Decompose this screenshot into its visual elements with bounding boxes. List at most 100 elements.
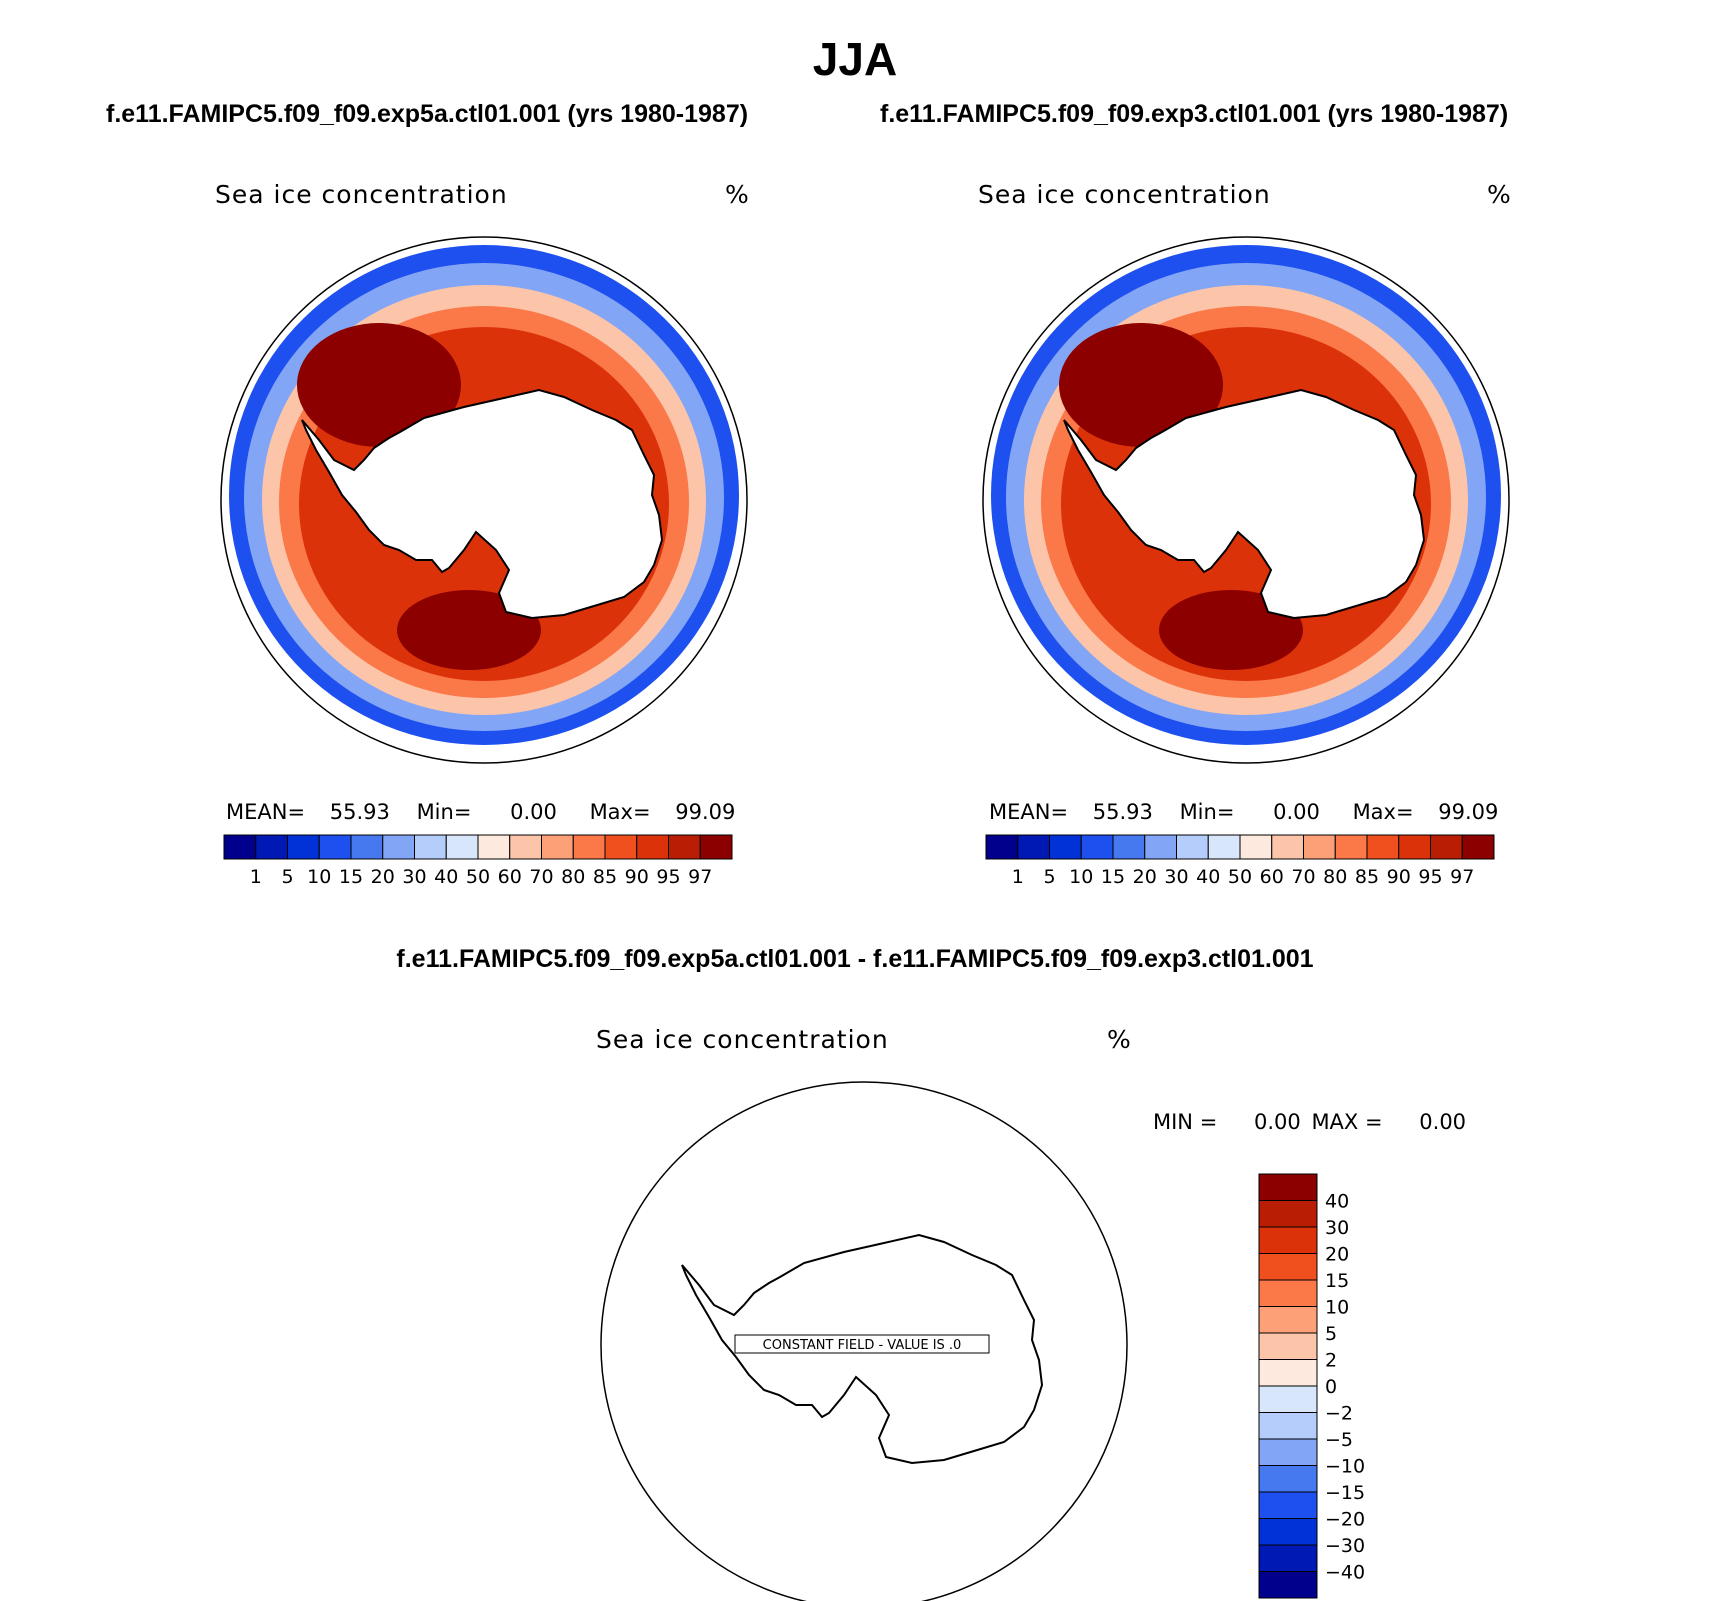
colorbar-swatch xyxy=(1334,834,1368,860)
stats-right: MEAN= 55.93 Min= 0.00 Max= 99.09 xyxy=(989,800,1498,824)
colorbar-swatch xyxy=(1017,834,1050,860)
min-value: 0.00 xyxy=(510,800,557,824)
colorbar-tick-label: 2 xyxy=(1325,1350,1337,1372)
colorbar-swatch xyxy=(382,834,415,860)
colorbar-tick-label: 90 xyxy=(1387,866,1411,888)
diff-min-value: 0.00 xyxy=(1253,1110,1301,1134)
colorbar-swatch xyxy=(509,834,542,860)
colorbar-swatch xyxy=(1258,1173,1318,1201)
colorbar-tick-label: 40 xyxy=(1325,1191,1349,1213)
colorbar-swatch xyxy=(1112,834,1146,860)
colorbar-swatch xyxy=(1461,834,1495,860)
colorbar-tick-label: 97 xyxy=(688,866,712,888)
colorbar-swatch xyxy=(1303,834,1336,860)
colorbar-tick-label: 70 xyxy=(529,866,553,888)
colorbar-tick-label: 40 xyxy=(434,866,458,888)
constant-field-label: CONSTANT FIELD - VALUE IS .0 xyxy=(763,1338,962,1353)
colorbar-tick-label: 5 xyxy=(1325,1323,1337,1345)
diff-min-label: MIN = xyxy=(1153,1110,1218,1134)
colorbar-swatch xyxy=(1271,834,1304,860)
colorbar-tick-label: 95 xyxy=(1418,866,1442,888)
colorbar-swatch xyxy=(541,834,574,860)
colorbar-swatch xyxy=(1258,1226,1318,1254)
colorbar-tick-label: −15 xyxy=(1325,1482,1365,1504)
colorbar-tick-label: 30 xyxy=(1164,866,1188,888)
colorbar-swatch xyxy=(1258,1544,1318,1572)
colorbar-tick-label: 50 xyxy=(466,866,490,888)
case-title-left: f.e11.FAMIPC5.f09_f09.exp5a.ctl01.001 (y… xyxy=(106,100,749,128)
colorbar-swatch xyxy=(1258,1332,1318,1360)
units-label-diff: % xyxy=(1107,1025,1132,1054)
colorbar-swatch xyxy=(604,834,638,860)
colorbar-swatch xyxy=(1258,1518,1318,1546)
colorbar-tick-label: 90 xyxy=(625,866,649,888)
colorbar-tick-label: 1 xyxy=(1012,866,1024,888)
colorbar-swatch xyxy=(636,834,669,860)
colorbar-tick-label: 97 xyxy=(1450,866,1474,888)
max-label: Max= xyxy=(589,800,651,824)
diff-max-label: MAX = xyxy=(1311,1110,1383,1134)
colorbar-swatch xyxy=(699,834,733,860)
constant-field-box xyxy=(734,1334,990,1354)
colorbar-tick-label: 80 xyxy=(1323,866,1347,888)
mean-label: MEAN= xyxy=(226,800,306,824)
map-diff: CONSTANT FIELD - VALUE IS .0 xyxy=(600,1081,1128,1601)
units-label-right: % xyxy=(1487,180,1512,209)
colorbar-tick-label: 5 xyxy=(1043,866,1055,888)
diff-minmax: MIN = 0.00 MAX = 0.00 xyxy=(1153,1110,1466,1134)
colorbar-swatch xyxy=(985,834,1019,860)
colorbar-tick-label: 15 xyxy=(1325,1270,1349,1292)
colorbar-swatch xyxy=(1258,1571,1318,1599)
units-label-left: % xyxy=(725,180,750,209)
diff-title: f.e11.FAMIPC5.f09_f09.exp5a.ctl01.001 - … xyxy=(396,945,1314,973)
colorbar-swatch xyxy=(1207,834,1241,860)
colorbar-tick-label: 80 xyxy=(561,866,585,888)
mean-value: 55.93 xyxy=(1092,800,1153,824)
colorbar-tick-label: 85 xyxy=(593,866,617,888)
max-value: 99.09 xyxy=(1438,800,1499,824)
colorbar-swatch xyxy=(1398,834,1431,860)
min-label: Min= xyxy=(1179,800,1235,824)
colorbar-swatch xyxy=(1430,834,1463,860)
colorbar-tick-label: −10 xyxy=(1325,1456,1365,1478)
colorbar-swatch xyxy=(287,834,320,860)
colorbar-swatch xyxy=(318,834,352,860)
colorbar-tick-label: 10 xyxy=(307,866,331,888)
min-label: Min= xyxy=(416,800,472,824)
colorbar-swatch xyxy=(1080,834,1114,860)
colorbar-tick-label: 20 xyxy=(1133,866,1157,888)
colorbar-swatch xyxy=(1258,1491,1318,1519)
colorbar-swatch xyxy=(477,834,511,860)
colorbar-tick-label: 15 xyxy=(1101,866,1125,888)
colorbar-swatch xyxy=(1258,1253,1318,1281)
max-label: Max= xyxy=(1352,800,1414,824)
colorbar-swatch xyxy=(1258,1385,1318,1413)
case-title-right: f.e11.FAMIPC5.f09_f09.exp3.ctl01.001 (yr… xyxy=(880,100,1509,128)
colorbar-tick-label: 60 xyxy=(1260,866,1284,888)
ice-core-weddell xyxy=(1059,323,1223,447)
ice-core-weddell xyxy=(297,323,461,447)
colorbar-swatch xyxy=(1258,1359,1318,1387)
colorbar-tick-label: −20 xyxy=(1325,1509,1365,1531)
colorbar-tick-label: 5 xyxy=(281,866,293,888)
colorbar-left: 1 5 10 15 20 30 40 50 60 70 80 85 90 95 97 xyxy=(223,834,733,888)
colorbar-swatch xyxy=(572,834,606,860)
colorbar-swatch xyxy=(1144,834,1177,860)
colorbar-tick-label: 15 xyxy=(339,866,363,888)
colorbar-tick-label: 85 xyxy=(1355,866,1379,888)
colorbar-tick-label: −40 xyxy=(1325,1562,1365,1584)
diff-max-value: 0.00 xyxy=(1419,1110,1467,1134)
variable-label-left: Sea ice concentration xyxy=(215,180,508,209)
colorbar-tick-label: 0 xyxy=(1325,1376,1337,1398)
colorbar-swatch xyxy=(1366,834,1400,860)
colorbar-tick-label: 20 xyxy=(371,866,395,888)
stats-left: MEAN= 55.93 Min= 0.00 Max= 99.09 xyxy=(226,800,735,824)
variable-label-right: Sea ice concentration xyxy=(978,180,1271,209)
colorbar-tick-label: 10 xyxy=(1069,866,1093,888)
colorbar-tick-label: −30 xyxy=(1325,1535,1365,1557)
colorbar-tick-label: 20 xyxy=(1325,1244,1349,1266)
colorbar-tick-label: −2 xyxy=(1325,1403,1353,1425)
colorbar-swatch xyxy=(414,834,447,860)
colorbar-swatch xyxy=(668,834,701,860)
